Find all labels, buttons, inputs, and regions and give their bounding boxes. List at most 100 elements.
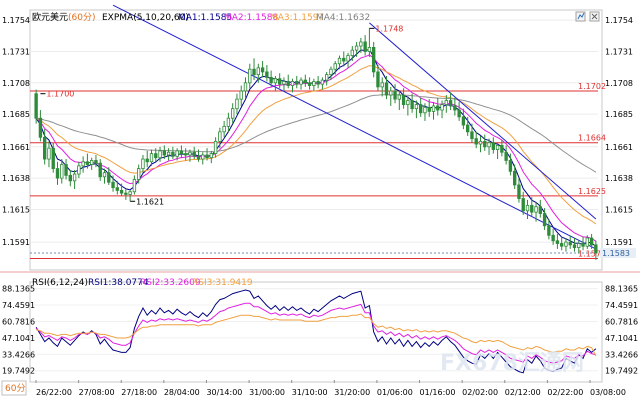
candle-body: [192, 151, 196, 157]
candle-body: [145, 158, 149, 163]
candle-body: [154, 153, 158, 159]
candle-body: [299, 79, 303, 85]
candle-body: [342, 57, 346, 62]
price-tick-right: 1.1731: [605, 47, 633, 56]
candle-body: [90, 160, 94, 165]
candle-body: [34, 93, 38, 119]
candle-body: [64, 164, 68, 176]
rsi-series-2: [35, 302, 597, 364]
candle-body: [201, 154, 205, 160]
downtrend-channel-lower: [112, 4, 597, 250]
candle-body: [525, 204, 530, 212]
candle-body: [594, 244, 598, 254]
time-tick-label: 31/00:00: [249, 388, 285, 397]
candle-body: [205, 154, 209, 159]
candle-body: [77, 165, 81, 175]
candle-body: [295, 81, 299, 85]
ma4-line: [36, 94, 597, 173]
candle-body: [483, 140, 487, 148]
candle-body: [478, 140, 483, 145]
candle-body: [363, 41, 367, 52]
candle-body: [175, 150, 179, 157]
candle-body: [196, 155, 201, 160]
chart-settings-icon[interactable]: [575, 11, 586, 22]
rsi3-label: RSI3:31.9419: [192, 278, 253, 288]
current-price-label: 1.1583: [602, 249, 630, 258]
candle-body: [397, 94, 402, 100]
level-label: 1.1664: [578, 134, 606, 143]
level-label: 1.1579: [578, 249, 606, 258]
candle-body: [119, 189, 124, 194]
candles: [34, 28, 598, 260]
candle-body: [107, 172, 111, 183]
period-button[interactable]: [1, 380, 27, 396]
rsi-tick-left: 74.4591: [2, 301, 35, 310]
rsi-tick-right: 88.1365: [605, 285, 638, 294]
candle-body: [307, 82, 312, 86]
candle-body: [346, 55, 350, 62]
price-tick-left: 1.1708: [2, 79, 30, 88]
rsi-tick-right: 74.4591: [605, 301, 638, 310]
candle-body: [115, 187, 119, 191]
candle-body: [427, 106, 431, 112]
candle-body: [265, 71, 269, 78]
ma1-label: MA1:1.1585: [178, 13, 232, 23]
candle-body: [376, 71, 380, 88]
rsi-tick-right: 47.1041: [605, 334, 638, 343]
candle-body: [94, 160, 98, 164]
candle-body: [401, 94, 406, 105]
price-axis: 1.1754 1.1754 1.1731 1.1731 1.1708 1.1708 1.16…: [2, 16, 633, 247]
rsi-tick-left: 88.1365: [2, 285, 35, 294]
candle-body: [568, 241, 572, 246]
time-tick-label: 03/08:00: [590, 388, 626, 397]
time-tick-label: 02/02:00: [462, 388, 498, 397]
candle-body: [252, 68, 256, 76]
candle-body: [448, 100, 453, 107]
time-tick-label: 31/10:00: [292, 388, 328, 397]
candle-body: [354, 45, 359, 51]
candle-body: [470, 131, 474, 140]
rsi1-label: RSI1:38.0774: [88, 278, 149, 288]
candle-body: [324, 74, 329, 81]
level-label: 1.1702: [578, 82, 606, 91]
price-tick-right: 1.1591: [605, 238, 633, 247]
candle-body: [248, 68, 252, 84]
candle-body: [98, 162, 102, 178]
candle-body: [312, 81, 316, 86]
time-tick-label: 01/06:00: [377, 388, 413, 397]
candle-body: [444, 100, 449, 105]
candle-body: [188, 151, 192, 156]
candle-body: [414, 104, 419, 110]
ma2-line: [35, 54, 597, 242]
rsi-indicator-label: RSI(6,12,24): [32, 278, 88, 288]
candle-body: [149, 153, 154, 163]
rsi-lines: [35, 289, 597, 374]
candle-body: [124, 192, 128, 195]
candle-body: [256, 67, 261, 76]
candle-body: [560, 243, 564, 247]
watermark: FX678汇通网: [440, 351, 584, 376]
candle-body: [43, 136, 47, 160]
candle-body: [491, 142, 496, 150]
rsi-tick-left: 33.4266: [2, 350, 35, 359]
candle-body: [222, 125, 226, 133]
rsi-tick-right: 33.4266: [605, 350, 638, 359]
candle-body: [286, 81, 290, 86]
rsi-series-3: [35, 313, 597, 357]
candle-body: [179, 150, 184, 155]
rsi-series-1: [35, 289, 597, 374]
candle-body: [380, 82, 384, 88]
price-tick-left: 1.1731: [2, 47, 30, 56]
candle-body: [577, 243, 581, 248]
current-price-box: [600, 248, 636, 259]
rsi-panel-frame: [29, 281, 603, 383]
candle-body: [406, 100, 410, 105]
candle-body: [453, 105, 457, 111]
price-legend: 欧元美元 (60分) EXPMA(5,10,20,60) MA1:1.1585 …: [32, 11, 370, 23]
candle-body: [534, 206, 538, 213]
candle-body: [333, 63, 337, 70]
time-tick-label: 02/12:00: [505, 388, 541, 397]
